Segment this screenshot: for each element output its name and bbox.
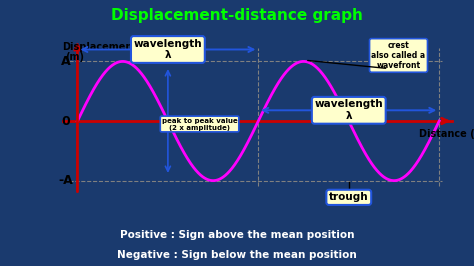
Text: (m): (m) [65,52,84,62]
Text: 0: 0 [61,115,70,127]
Text: crest
also called a
wavefront: crest also called a wavefront [372,40,426,70]
Text: Distance (m): Distance (m) [419,129,474,139]
Text: wavelength
λ: wavelength λ [314,99,383,121]
Text: trough: trough [329,192,369,202]
Text: A: A [61,55,70,68]
Text: Displacement: Displacement [63,41,137,52]
Text: Positive : Sign above the mean position: Positive : Sign above the mean position [120,230,354,240]
Text: Negative : Sign below the mean position: Negative : Sign below the mean position [117,250,357,260]
Text: Displacement-distance graph: Displacement-distance graph [111,8,363,23]
Text: peak to peak value
(2 x amplitude): peak to peak value (2 x amplitude) [162,118,237,131]
Text: wavelength
λ: wavelength λ [134,39,202,60]
Text: -A: -A [58,174,73,187]
